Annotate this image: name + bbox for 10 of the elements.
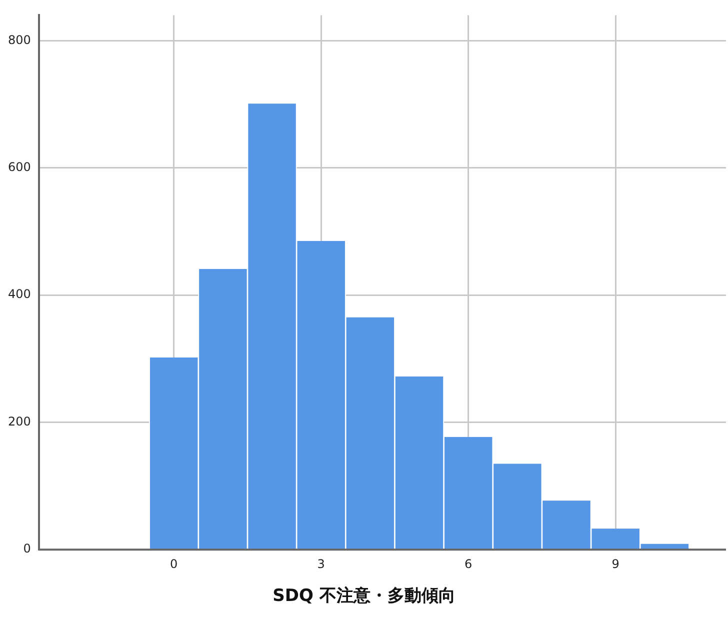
x-tick-label: 0 <box>170 556 178 571</box>
x-axis-title: SDQ 不注意・多動傾向 <box>272 585 456 607</box>
x-tick-label: 6 <box>464 556 472 571</box>
x-tick-label: 3 <box>317 556 325 571</box>
y-tick-label: 200 <box>8 414 31 428</box>
y-tick-label: 400 <box>8 287 31 302</box>
x-tick-label: 9 <box>612 556 620 571</box>
y-tick-label: 600 <box>8 160 31 174</box>
y-tick-label: 800 <box>8 32 31 47</box>
y-tick-label: 0 <box>23 542 31 556</box>
